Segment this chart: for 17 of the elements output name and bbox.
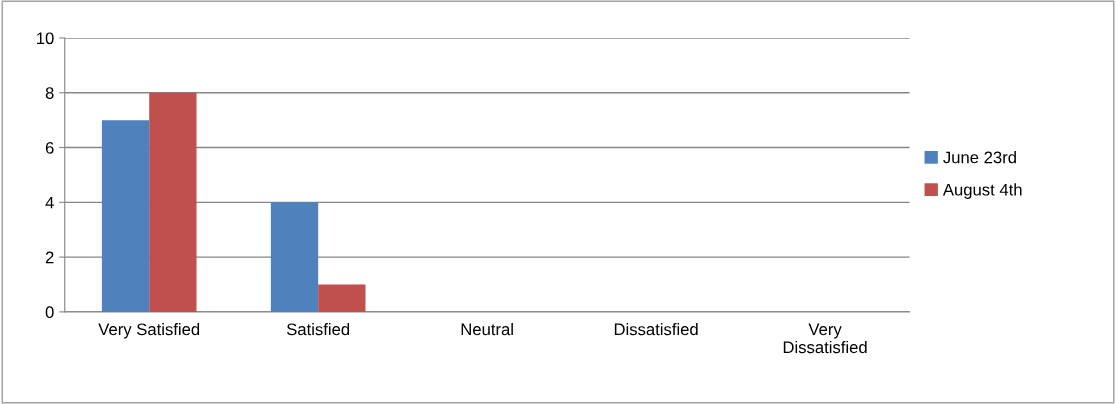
y-tick-label: 4: [45, 196, 54, 209]
y-tick-label: 0: [45, 306, 54, 319]
legend-label: August 4th: [942, 183, 1022, 199]
y-tick-label: 6: [45, 141, 54, 154]
y-tick-label: 8: [45, 87, 54, 99]
x-tick-label: Satisfied: [286, 323, 350, 336]
legend-label: June 23rd: [943, 151, 1016, 164]
y-tick-label: 10: [37, 32, 54, 45]
x-tick-label: Neutral: [461, 323, 513, 336]
x-tick-label: Very Satisfied: [98, 323, 200, 339]
bar: [101, 120, 150, 312]
y-tick-label: 2: [45, 251, 54, 264]
bar: [149, 92, 197, 312]
bar: [318, 284, 366, 312]
bar: [270, 202, 319, 312]
x-tick-label: Very Dissatisfied: [783, 323, 867, 354]
x-tick-label: Dissatisfied: [614, 323, 698, 336]
